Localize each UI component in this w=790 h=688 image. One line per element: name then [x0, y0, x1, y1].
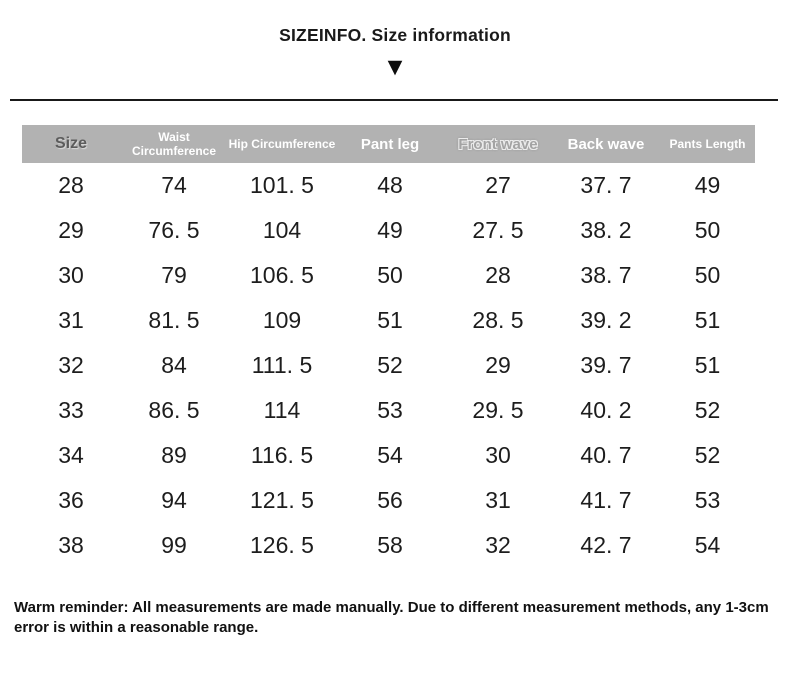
cell-front-wave: 28. 5	[472, 307, 524, 333]
cell-pants-length: 53	[694, 487, 721, 513]
cell-back-wave: 42. 7	[580, 532, 632, 558]
cell-back-wave: 38. 7	[580, 262, 632, 288]
cell-waist-circumference: 74	[161, 172, 187, 198]
cell-front-wave: 30	[485, 442, 511, 468]
cell-hip-circumference: 101. 5	[250, 172, 314, 198]
cell-pant-leg: 51	[377, 307, 403, 333]
column-header-pant-leg: Pant leg	[360, 135, 420, 153]
cell-back-wave: 41. 7	[580, 487, 632, 513]
column-header-front-wave: Front wave	[458, 135, 538, 153]
cell-back-wave: 40. 2	[580, 397, 632, 423]
table-body: 28 74 101. 5 48 27 37. 7 49 29 76. 5 104 49 27. 5 38…	[22, 163, 755, 568]
cell-hip-circumference: 114	[263, 397, 301, 423]
cell-size: 28	[58, 172, 84, 198]
warm-reminder-note: Warm reminder: All measurements are made…	[14, 599, 769, 636]
cell-back-wave: 39. 7	[580, 352, 632, 378]
cell-pants-length: 51	[694, 307, 721, 333]
cell-front-wave: 28	[485, 262, 511, 288]
cell-waist-circumference: 99	[161, 532, 187, 558]
cell-size: 36	[58, 487, 84, 513]
cell-waist-circumference: 76. 5	[148, 217, 200, 243]
cell-pants-length: 49	[694, 172, 721, 198]
cell-pants-length: 51	[694, 352, 721, 378]
table-row: 36 94 121. 5 56 31 41. 7 53	[22, 478, 755, 523]
cell-pant-leg: 49	[377, 217, 403, 243]
cell-size: 29	[58, 217, 84, 243]
table-row: 28 74 101. 5 48 27 37. 7 49	[22, 163, 755, 208]
cell-pants-length: 54	[694, 532, 721, 558]
cell-pants-length: 50	[694, 217, 721, 243]
cell-waist-circumference: 79	[161, 262, 187, 288]
cell-hip-circumference: 116. 5	[250, 442, 314, 468]
cell-pant-leg: 54	[377, 442, 403, 468]
cell-pant-leg: 53	[377, 397, 403, 423]
table-header-row: Size Waist Circumference Hip Circumference…	[22, 125, 755, 163]
cell-pants-length: 50	[694, 262, 721, 288]
table-row: 34 89 116. 5 54 30 40. 7 52	[22, 433, 755, 478]
down-triangle-icon: ▼	[382, 53, 408, 81]
cell-back-wave: 38. 2	[580, 217, 632, 243]
cell-back-wave: 37. 7	[580, 172, 632, 198]
cell-hip-circumference: 104	[262, 217, 302, 243]
column-header-waist-circumference: Waist Circumference	[131, 130, 217, 158]
table-row: 30 79 106. 5 50 28 38. 7 50	[22, 253, 755, 298]
cell-pants-length: 52	[694, 397, 721, 423]
cell-front-wave: 29	[485, 352, 511, 378]
cell-pant-leg: 48	[377, 172, 403, 198]
cell-front-wave: 31	[485, 487, 511, 513]
cell-pant-leg: 50	[377, 262, 403, 288]
cell-hip-circumference: 126. 5	[250, 532, 314, 558]
cell-size: 32	[58, 352, 84, 378]
cell-size: 33	[58, 397, 84, 423]
cell-back-wave: 40. 7	[580, 442, 632, 468]
table-row: 33 86. 5 114 53 29. 5 40. 2 52	[22, 388, 755, 433]
table-row: 38 99 126. 5 58 32 42. 7 54	[22, 523, 755, 568]
cell-front-wave: 32	[485, 532, 511, 558]
table-row: 32 84 111. 5 52 29 39. 7 51	[22, 343, 755, 388]
column-header-pants-length: Pants Length	[669, 137, 746, 151]
column-header-back-wave: Back wave	[567, 135, 645, 153]
cell-pant-leg: 56	[377, 487, 403, 513]
cell-pant-leg: 52	[377, 352, 403, 378]
cell-front-wave: 27	[485, 172, 511, 198]
cell-waist-circumference: 94	[161, 487, 187, 513]
column-header-size: Size	[54, 135, 87, 152]
cell-size: 38	[58, 532, 84, 558]
cell-back-wave: 39. 2	[580, 307, 632, 333]
divider-line	[10, 99, 778, 101]
cell-waist-circumference: 81. 5	[148, 307, 200, 333]
cell-size: 31	[58, 307, 84, 333]
cell-waist-circumference: 89	[161, 442, 187, 468]
cell-hip-circumference: 109	[262, 307, 302, 333]
cell-waist-circumference: 84	[161, 352, 187, 378]
cell-hip-circumference: 106. 5	[250, 262, 314, 288]
cell-size: 30	[58, 262, 84, 288]
cell-pant-leg: 58	[377, 532, 403, 558]
cell-front-wave: 29. 5	[472, 397, 524, 423]
cell-hip-circumference: 121. 5	[250, 487, 314, 513]
size-table: Size Waist Circumference Hip Circumference…	[22, 125, 755, 568]
table-row: 31 81. 5 109 51 28. 5 39. 2 51	[22, 298, 755, 343]
cell-pants-length: 52	[694, 442, 721, 468]
cell-front-wave: 27. 5	[472, 217, 524, 243]
cell-hip-circumference: 111. 5	[251, 352, 313, 378]
cell-waist-circumference: 86. 5	[148, 397, 200, 423]
table-row: 29 76. 5 104 49 27. 5 38. 2 50	[22, 208, 755, 253]
column-header-hip-circumference: Hip Circumference	[228, 137, 336, 151]
page-title: SIZEINFO. Size information	[279, 25, 511, 45]
cell-size: 34	[58, 442, 84, 468]
